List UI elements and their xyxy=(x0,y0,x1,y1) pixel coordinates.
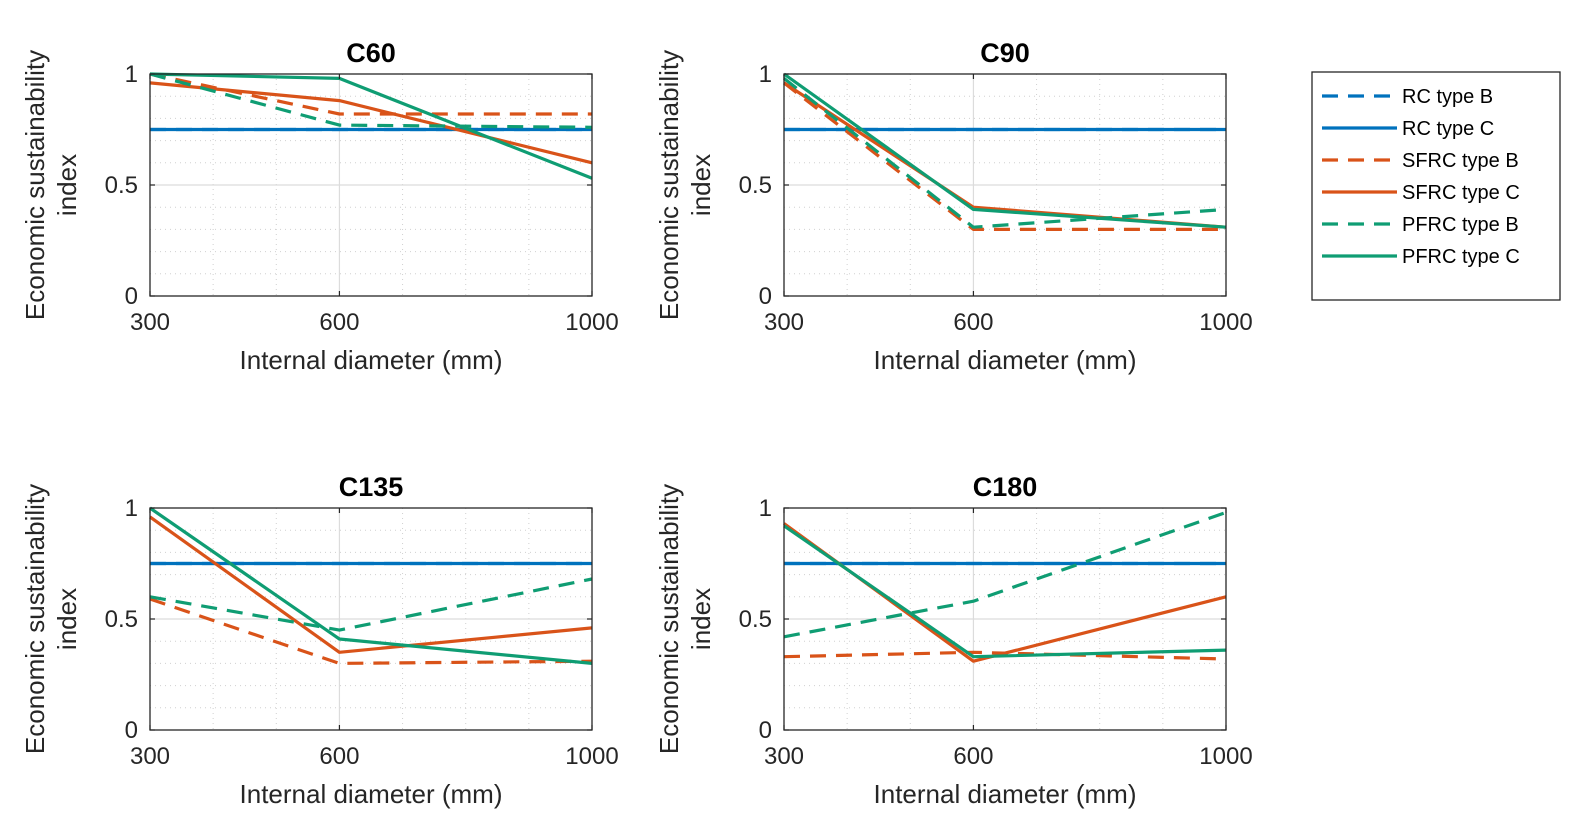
series-sfrc-type-c xyxy=(783,522,1227,663)
y-tick-label: 0.5 xyxy=(739,606,772,633)
y-axis-label-line1: Economic sustainability xyxy=(20,484,50,754)
legend-label: SFRC type B xyxy=(1402,150,1519,172)
panel-c135: 300 600 1000 0 0.5 1 C135 Internal diameter (mm… xyxy=(20,472,619,809)
y-tick-label: 1 xyxy=(125,61,138,88)
x-tick-label: 1000 xyxy=(565,309,618,336)
legend-item: RC type B xyxy=(1322,86,1493,108)
legend-item: PFRC type C xyxy=(1322,246,1520,268)
x-tick-label: 600 xyxy=(953,743,993,770)
series-pfrc-type-b xyxy=(783,510,1227,639)
series-sfrc-type-b xyxy=(783,81,1226,231)
chart-title: C135 xyxy=(339,472,404,502)
x-axis-label: Internal diameter (mm) xyxy=(874,779,1137,809)
series-pfrc-type-c xyxy=(149,506,593,665)
series-sfrc-type-c xyxy=(149,81,593,165)
legend-label: SFRC type C xyxy=(1402,182,1520,204)
x-tick-label: 1000 xyxy=(1199,743,1252,770)
chart-title: C60 xyxy=(346,38,396,68)
y-tick-label: 0.5 xyxy=(739,172,772,199)
chart-title: C180 xyxy=(973,472,1038,502)
series-pfrc-type-b xyxy=(149,577,593,632)
x-axis-label: Internal diameter (mm) xyxy=(874,345,1137,375)
legend-item: SFRC type C xyxy=(1322,182,1520,204)
series-sfrc-type-b xyxy=(783,650,1227,661)
series-sfrc-type-c xyxy=(149,515,593,654)
legend-label: RC type C xyxy=(1402,118,1494,140)
y-axis-label-line2: index xyxy=(686,588,716,650)
y-axis-label-line2: index xyxy=(52,154,82,216)
legend-label: PFRC type C xyxy=(1402,246,1520,268)
y-tick-label: 1 xyxy=(759,495,772,522)
x-tick-label: 600 xyxy=(953,309,993,336)
y-axis-label-line2: index xyxy=(52,588,82,650)
y-tick-label: 1 xyxy=(759,61,772,88)
y-tick-label: 0 xyxy=(759,717,772,744)
panel-c180: 300 600 1000 0 0.5 1 C180 Internal diameter (mm… xyxy=(654,472,1253,809)
x-axis-label: Internal diameter (mm) xyxy=(240,345,503,375)
x-tick-label: 300 xyxy=(130,309,170,336)
panel-c60: 300 600 1000 0 0.5 1 C60 Internal diameter (mm)… xyxy=(20,38,619,375)
x-tick-label: 600 xyxy=(319,743,359,770)
y-axis-label-line1: Economic sustainability xyxy=(654,50,684,320)
x-tick-label: 300 xyxy=(764,743,804,770)
legend-item: PFRC type B xyxy=(1322,214,1519,236)
legend-box xyxy=(1311,71,1561,301)
y-axis-label-line1: Economic sustainability xyxy=(20,50,50,320)
x-tick-label: 1000 xyxy=(1199,309,1252,336)
series-sfrc-type-c xyxy=(783,81,1227,229)
y-axis-label-line2: index xyxy=(686,154,716,216)
legend-item: SFRC type B xyxy=(1322,150,1519,172)
y-tick-label: 1 xyxy=(125,495,138,522)
series-pfrc-type-c xyxy=(783,524,1227,659)
y-tick-label: 0 xyxy=(125,283,138,310)
series-pfrc-type-b xyxy=(783,77,1227,229)
y-tick-label: 0.5 xyxy=(105,172,138,199)
legend-label: PFRC type B xyxy=(1402,214,1519,236)
x-axis-label: Internal diameter (mm) xyxy=(240,779,503,809)
y-tick-label: 0.5 xyxy=(105,606,138,633)
series-pfrc-type-c xyxy=(783,72,1227,229)
x-tick-label: 600 xyxy=(319,309,359,336)
y-tick-label: 0 xyxy=(125,717,138,744)
series-pfrc-type-b xyxy=(149,72,593,129)
y-tick-label: 0 xyxy=(759,283,772,310)
x-tick-label: 300 xyxy=(130,743,170,770)
y-axis-label-line1: Economic sustainability xyxy=(654,484,684,754)
legend-label: RC type B xyxy=(1402,86,1493,108)
x-tick-label: 300 xyxy=(764,309,804,336)
legend: RC type B RC type C SFRC type B SFRC type C… xyxy=(1311,71,1561,301)
x-tick-label: 1000 xyxy=(565,743,618,770)
legend-item: RC type C xyxy=(1322,118,1494,140)
panel-c90: 300 600 1000 0 0.5 1 C90 Internal diameter (mm)… xyxy=(654,38,1253,375)
chart-title: C90 xyxy=(980,38,1030,68)
series-sfrc-type-b xyxy=(149,597,593,666)
